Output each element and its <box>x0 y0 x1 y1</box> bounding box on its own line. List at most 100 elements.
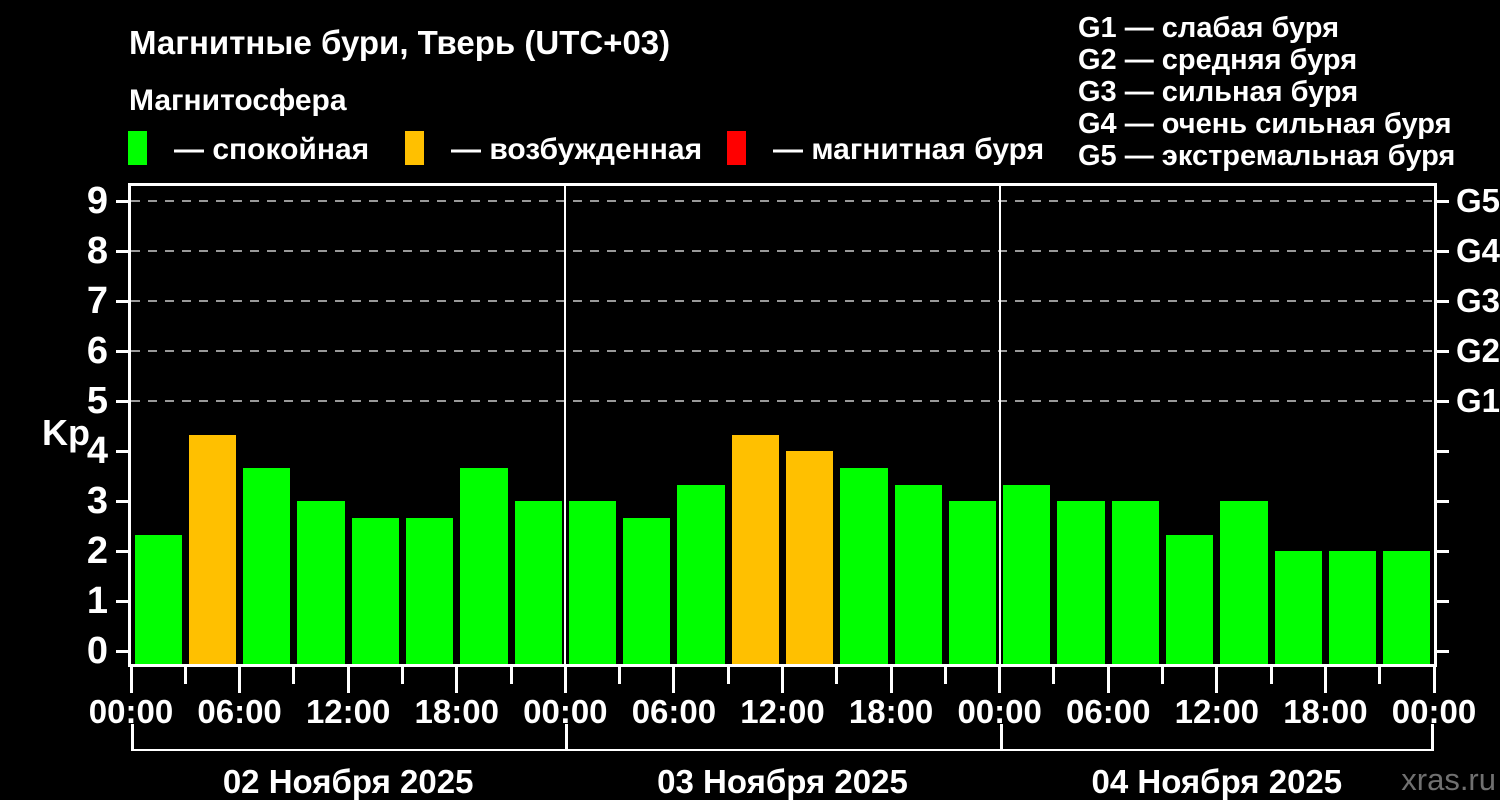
legend-item-excited: — возбужденная <box>405 131 702 167</box>
x-axis-major-tick <box>889 667 893 693</box>
x-axis-major-tick <box>1323 667 1327 693</box>
gridline-kp9 <box>131 200 1434 202</box>
y-axis-tick-right <box>1437 549 1449 553</box>
plot-border <box>128 183 1437 667</box>
y-axis-label: 4 <box>86 430 108 472</box>
g-legend-row-g4: G4 — очень сильная буря <box>1078 108 1452 140</box>
legend-item-storm: — магнитная буря <box>727 131 1044 167</box>
date-bracket-tick <box>1431 724 1434 751</box>
x-axis-major-tick <box>346 667 350 693</box>
kp-bar <box>568 501 617 664</box>
y-axis-label: 0 <box>86 630 108 672</box>
y-axis-tick-right <box>1437 349 1449 353</box>
kp-bar <box>405 517 454 664</box>
y-axis-tick-left <box>116 499 128 503</box>
y-axis-tick-left <box>116 199 128 203</box>
kp-bar <box>786 451 834 664</box>
y-axis-tick-left <box>116 249 128 253</box>
gridline-kp7 <box>131 300 1434 302</box>
x-axis-minor-tick <box>1378 667 1382 684</box>
x-axis-major-tick <box>129 667 133 693</box>
x-axis-label: 00:00 <box>523 693 608 730</box>
x-axis-label: 12:00 <box>305 693 391 730</box>
kp-bar <box>1383 551 1431 664</box>
y-axis-label: 7 <box>86 280 108 322</box>
x-axis-major-tick <box>563 667 567 693</box>
y-axis-label: 9 <box>86 180 108 222</box>
x-axis-major-tick <box>781 667 784 693</box>
g-level-label-g4: G4 <box>1456 232 1500 269</box>
y-axis-tick-left <box>116 299 128 303</box>
x-axis-minor-tick <box>183 667 187 684</box>
g-level-label-g1: G1 <box>1456 382 1500 419</box>
x-axis-minor-tick <box>292 667 296 684</box>
legend-label: — спокойная <box>174 133 370 166</box>
x-axis-major-tick <box>998 667 1002 693</box>
date-bracket-line <box>131 749 1434 751</box>
x-axis-major-tick <box>1106 667 1110 693</box>
date-bracket-tick <box>565 724 569 751</box>
x-axis-major-tick <box>1215 667 1219 693</box>
legend-swatch-storm <box>727 131 746 165</box>
kp-bar <box>1328 551 1377 664</box>
y-axis-tick-left <box>116 549 128 553</box>
x-axis-minor-tick <box>1269 667 1273 684</box>
legend-swatch-excited <box>405 131 424 165</box>
g-scale-legend: G1 — слабая буря G2 — средняя буря G3 — си… <box>1078 12 1455 172</box>
g-level-label-g5: G5 <box>1456 182 1500 219</box>
x-axis-label: 00:00 <box>957 693 1042 730</box>
g-legend-row-g3: G3 — сильная буря <box>1078 76 1359 108</box>
kp-bar <box>460 467 508 664</box>
y-axis-tick-right <box>1437 199 1449 203</box>
gridline-kp8 <box>131 250 1434 252</box>
y-axis-tick-right <box>1437 249 1449 253</box>
kp-bar <box>297 501 345 664</box>
y-axis-label: 2 <box>86 530 108 572</box>
legend-label: — магнитная буря <box>773 133 1045 166</box>
x-axis-label: 18:00 <box>414 693 499 730</box>
date-label: 02 Ноября 2025 <box>222 763 474 800</box>
y-axis-tick-left <box>116 349 128 353</box>
x-axis-minor-tick <box>943 667 947 684</box>
y-axis-label: 6 <box>86 330 108 372</box>
y-axis-tick-right <box>1437 449 1449 453</box>
x-axis-label: 18:00 <box>1283 693 1368 730</box>
x-axis-minor-tick <box>1161 667 1165 684</box>
y-axis-label: 5 <box>86 380 108 422</box>
date-bracket-tick <box>999 724 1003 751</box>
page-title: Магнитные бури, Тверь (UTC+03) <box>129 24 671 61</box>
kp-bar <box>894 484 942 664</box>
date-label: 03 Ноября 2025 <box>657 763 908 800</box>
kp-bar <box>188 434 237 664</box>
date-bracket-tick <box>131 724 134 751</box>
kp-bar <box>1220 501 1268 664</box>
kp-bar <box>1111 501 1160 664</box>
x-axis-major-tick <box>672 667 676 693</box>
y-axis-tick-left <box>116 599 128 603</box>
x-axis-minor-tick <box>835 667 839 684</box>
legend-label: — возбужденная <box>451 133 703 166</box>
kp-bar <box>1057 501 1105 664</box>
kp-bar <box>731 434 779 664</box>
kp-bar <box>351 517 399 664</box>
kp-bar <box>1003 484 1051 664</box>
kp-bar <box>134 534 182 664</box>
y-axis-tick-left <box>116 399 128 403</box>
x-axis-label: 12:00 <box>1174 693 1260 730</box>
y-axis-tick-right <box>1437 399 1449 403</box>
y-axis-tick-right <box>1437 299 1449 303</box>
date-label: 04 Ноября 2025 <box>1091 763 1343 800</box>
y-axis-tick-right <box>1437 599 1449 603</box>
y-axis-tick-right <box>1437 649 1449 653</box>
y-axis-tick-right <box>1437 499 1449 503</box>
gridline-kp6 <box>131 350 1434 352</box>
kp-bar <box>840 467 888 664</box>
y-axis-label: 3 <box>86 480 108 522</box>
x-axis-label: 00:00 <box>1391 693 1477 730</box>
x-axis-minor-tick <box>726 667 730 684</box>
x-axis-label: 00:00 <box>88 693 174 730</box>
g-legend-row-g5: G5 — экстремальная буря <box>1078 140 1456 172</box>
x-axis-label: 06:00 <box>631 693 717 730</box>
kp-bar <box>948 501 997 664</box>
